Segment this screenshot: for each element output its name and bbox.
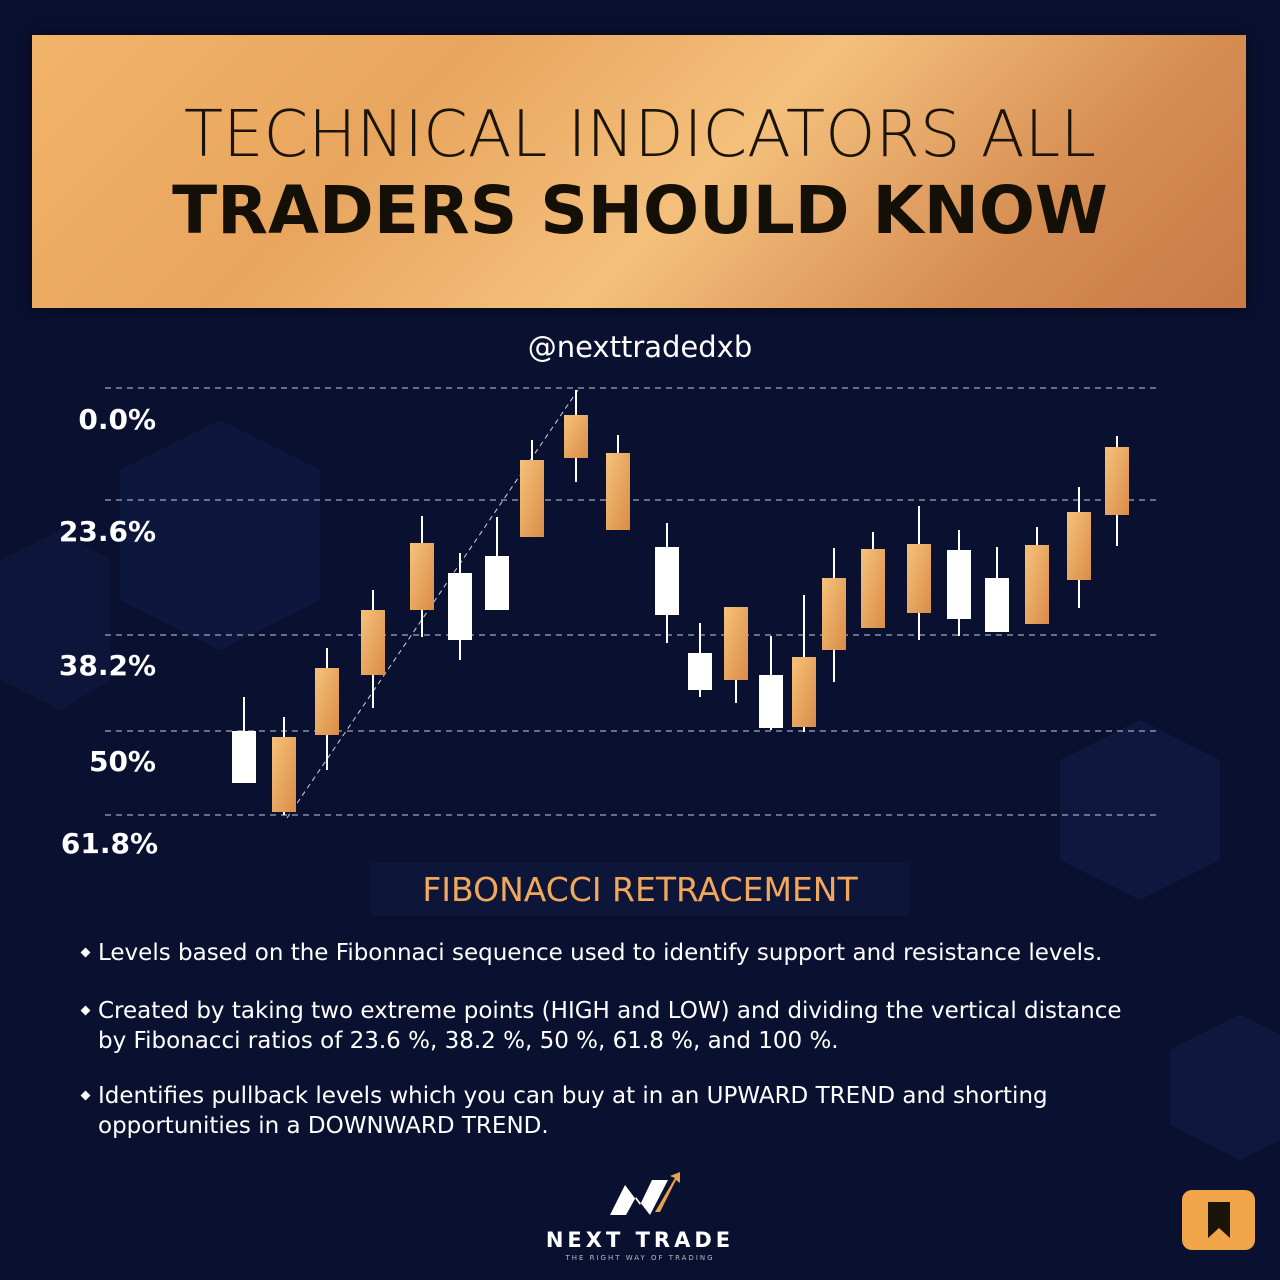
candle-body xyxy=(361,610,385,675)
candle-body xyxy=(272,737,296,812)
candle-body xyxy=(947,550,971,619)
logo-arrow xyxy=(655,1172,680,1212)
candle-body xyxy=(606,453,630,530)
level-label: 0.0% xyxy=(78,403,156,436)
candle-body xyxy=(315,668,339,735)
candle-body xyxy=(564,415,588,458)
candle-body xyxy=(410,543,434,610)
candle-body xyxy=(1067,512,1091,580)
candle-body xyxy=(232,731,256,783)
candle-body xyxy=(792,657,816,727)
candle-body xyxy=(724,607,748,680)
title-line: TECHNICAL INDICATORS ALL xyxy=(184,98,1096,172)
candle-body xyxy=(822,578,846,650)
bullet: Created by taking two extreme points (HI… xyxy=(98,996,1128,1056)
candle-body xyxy=(1025,545,1049,624)
logo-name: NEXT TRADE xyxy=(545,1228,735,1252)
candle-body xyxy=(759,675,783,728)
title-line: TRADERS SHOULD KNOW xyxy=(172,172,1108,249)
candle-body xyxy=(448,573,472,640)
candle-body xyxy=(1105,447,1129,515)
bullet: Identifies pullback levels which you can… xyxy=(98,1081,1178,1141)
level-label: 23.6% xyxy=(58,515,156,548)
level-label: 38.2% xyxy=(58,649,156,682)
candle-body xyxy=(985,578,1009,632)
bookmark-glyph xyxy=(1208,1202,1230,1238)
logo-mark xyxy=(610,1180,668,1215)
level-label: 50% xyxy=(88,745,156,778)
handle: @nexttradedxb xyxy=(527,330,753,364)
candle-body xyxy=(520,460,544,537)
level-label: 61.8% xyxy=(60,827,158,860)
section-title: FIBONACCI RETRACEMENT xyxy=(370,862,910,916)
logo-tagline: THE RIGHT WAY OF TRADING xyxy=(565,1254,715,1262)
candle-body xyxy=(655,547,679,615)
title-banner xyxy=(32,35,1246,308)
candle-body xyxy=(485,556,509,610)
candle-body xyxy=(907,544,931,613)
candle-body xyxy=(861,549,885,628)
candle-body xyxy=(688,653,712,690)
bullet: Levels based on the Fibonnaci sequence u… xyxy=(98,938,1218,968)
